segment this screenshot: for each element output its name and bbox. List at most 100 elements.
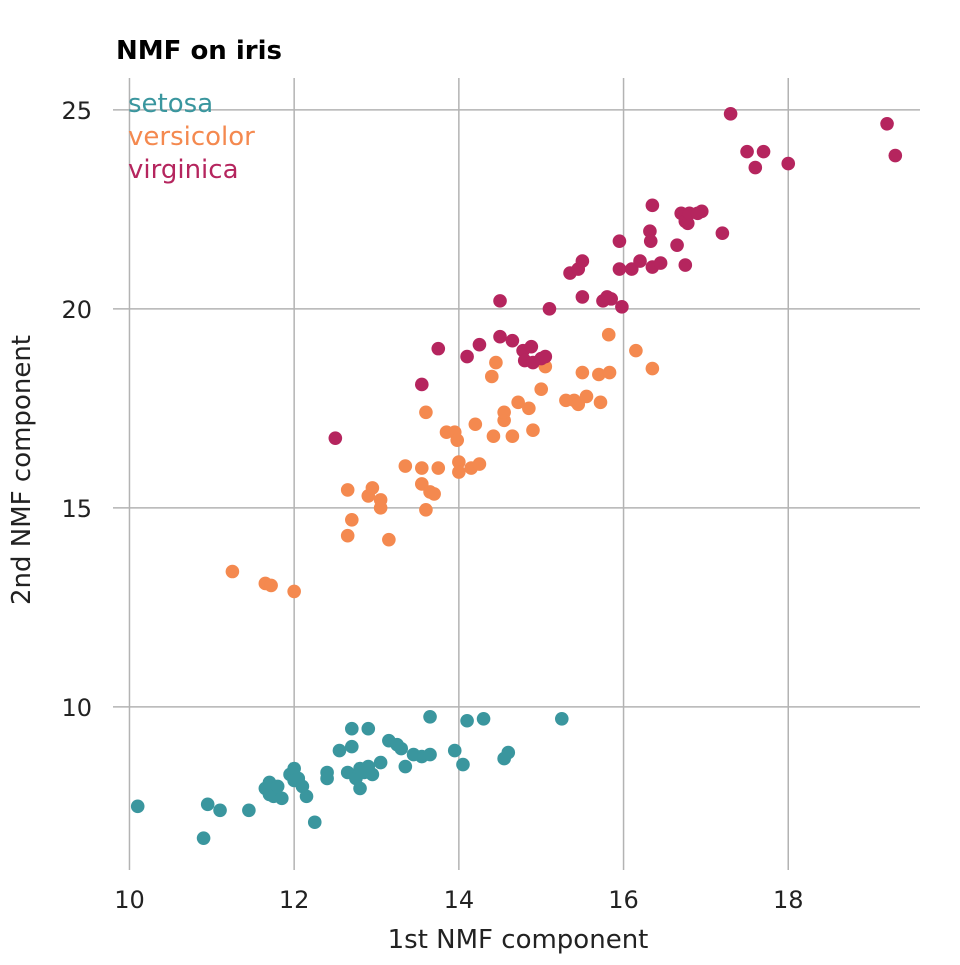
data-point-setosa	[373, 755, 388, 770]
data-point-versicolor	[345, 512, 359, 527]
data-point-versicolor	[593, 395, 608, 410]
data-point-virginica	[740, 144, 754, 159]
data-point-virginica	[612, 262, 627, 276]
y-axis-title: 2nd NMF component	[7, 335, 37, 605]
legend-label-setosa: setosa	[128, 89, 213, 119]
data-point-virginica	[472, 337, 487, 352]
data-point-virginica	[415, 377, 429, 392]
data-point-versicolor	[579, 389, 594, 404]
data-point-setosa	[299, 789, 314, 804]
data-point-versicolor	[526, 423, 540, 438]
x-tick-label: 18	[773, 886, 804, 914]
data-point-setosa	[394, 741, 409, 756]
y-axis-ticks: 10 15 20 25	[61, 97, 92, 722]
data-point-versicolor	[497, 405, 511, 420]
data-point-setosa	[200, 797, 215, 812]
data-point-virginica	[524, 339, 539, 354]
data-point-setosa	[456, 757, 470, 772]
x-axis-title: 1st NMF component	[388, 925, 649, 955]
data-point-virginica	[612, 234, 627, 248]
data-point-setosa	[130, 799, 145, 814]
data-point-versicolor	[489, 355, 503, 370]
data-point-setosa	[242, 803, 256, 818]
data-point-versicolor	[365, 481, 380, 495]
data-point-versicolor	[601, 327, 616, 342]
data-point-versicolor	[264, 578, 278, 593]
data-point-versicolor	[468, 417, 483, 432]
data-point-virginica	[493, 294, 507, 308]
data-point-setosa	[361, 721, 376, 736]
data-point-virginica	[505, 333, 520, 348]
legend-label-versicolor: versicolor	[128, 122, 255, 152]
data-point-virginica	[756, 144, 771, 159]
data-point-setosa	[460, 713, 474, 728]
data-point-versicolor	[225, 564, 240, 579]
data-point-versicolor	[398, 459, 413, 473]
y-tick-label: 10	[61, 694, 92, 722]
data-point-virginica	[460, 349, 474, 364]
data-point-versicolor	[522, 401, 536, 416]
data-point-versicolor	[419, 503, 433, 517]
data-point-virginica	[542, 302, 557, 316]
data-point-versicolor	[431, 461, 446, 475]
data-point-virginica	[575, 254, 590, 268]
data-point-virginica	[880, 116, 894, 131]
data-point-virginica	[715, 226, 730, 241]
data-point-versicolor	[340, 483, 355, 497]
data-point-versicolor	[592, 367, 606, 382]
data-point-setosa	[345, 739, 359, 754]
data-point-virginica	[431, 341, 446, 356]
data-point-versicolor	[452, 455, 466, 469]
data-point-setosa	[447, 743, 462, 758]
data-point-setosa	[307, 815, 322, 830]
data-point-setosa	[423, 747, 437, 762]
data-point-versicolor	[534, 382, 549, 397]
data-point-virginica	[633, 254, 647, 268]
data-points	[130, 107, 903, 845]
x-axis-ticks: 10 12 14 16 18	[114, 886, 803, 914]
y-tick-label: 15	[61, 495, 92, 523]
data-point-setosa	[476, 711, 491, 726]
x-tick-label: 16	[608, 886, 639, 914]
data-point-virginica	[538, 349, 553, 364]
data-point-setosa	[353, 781, 367, 796]
data-point-versicolor	[511, 395, 525, 410]
grid	[113, 78, 920, 870]
data-point-setosa	[332, 743, 347, 758]
data-point-versicolor	[427, 487, 441, 501]
data-point-versicolor	[373, 493, 388, 507]
data-point-setosa	[275, 791, 289, 806]
data-point-versicolor	[419, 405, 433, 420]
data-point-virginica	[615, 300, 629, 314]
data-point-versicolor	[484, 369, 499, 384]
x-tick-label: 10	[114, 886, 145, 914]
data-point-virginica	[748, 160, 763, 175]
data-point-setosa	[270, 779, 285, 794]
data-point-virginica	[643, 234, 658, 248]
data-point-setosa	[554, 711, 569, 726]
chart-title: NMF on iris	[116, 36, 282, 66]
legend-label-virginica: virginica	[128, 155, 239, 185]
data-point-setosa	[398, 759, 413, 774]
data-point-virginica	[575, 290, 590, 304]
data-point-virginica	[690, 206, 705, 221]
data-point-setosa	[365, 767, 380, 782]
data-point-versicolor	[415, 461, 429, 475]
data-point-virginica	[328, 431, 343, 445]
data-point-virginica	[723, 107, 738, 121]
data-point-virginica	[670, 238, 684, 252]
data-point-versicolor	[505, 429, 520, 443]
data-point-virginica	[888, 148, 903, 163]
data-point-virginica	[781, 156, 796, 171]
data-point-setosa	[320, 771, 334, 786]
data-point-versicolor	[287, 584, 301, 599]
x-tick-label: 14	[444, 886, 475, 914]
data-point-versicolor	[450, 433, 465, 447]
data-point-virginica	[653, 256, 668, 270]
data-point-setosa	[345, 721, 359, 736]
data-point-virginica	[604, 292, 618, 306]
data-point-versicolor	[486, 429, 501, 443]
